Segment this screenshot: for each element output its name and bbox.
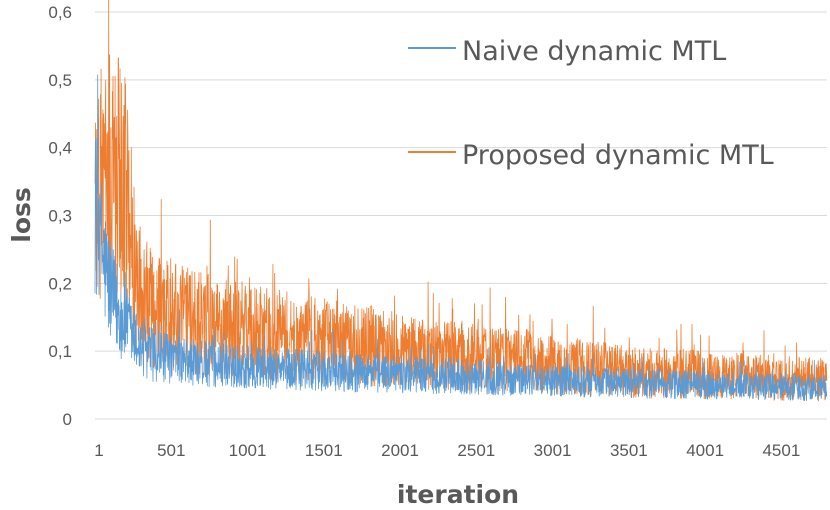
y-tick-label: 0,1 (48, 342, 72, 361)
series-line-0 (94, 74, 828, 401)
x-tick-label: 2001 (381, 441, 419, 460)
x-axis-title: iteration (397, 480, 519, 509)
x-tick-label: 3001 (534, 441, 572, 460)
legend: Naive dynamic MTL Proposed dynamic MTL (408, 36, 774, 171)
y-tick-labels: 0 0,1 0,2 0,3 0,4 0,5 0,6 (48, 3, 72, 429)
y-axis-title: loss (7, 187, 36, 243)
x-tick-label: 501 (157, 441, 185, 460)
y-tick-label: 0,6 (48, 3, 72, 22)
y-tick-label: 0,5 (48, 71, 72, 90)
x-tick-label: 4001 (686, 441, 724, 460)
x-tick-label: 4501 (762, 441, 800, 460)
y-tick-label: 0,2 (48, 274, 72, 293)
x-tick-label: 1501 (305, 441, 343, 460)
x-tick-labels: 1 501 1001 1501 2001 2501 3001 3501 4001 4501 (94, 441, 800, 460)
y-tick-label: 0 (63, 410, 72, 429)
gridlines (95, 11, 827, 420)
x-tick-label: 2501 (457, 441, 495, 460)
x-tick-label: 1001 (229, 441, 267, 460)
legend-label-proposed: Proposed dynamic MTL (462, 140, 774, 171)
x-tick-label: 3501 (610, 441, 648, 460)
y-tick-label: 0,3 (48, 207, 72, 226)
y-tick-label: 0,4 (48, 139, 72, 158)
series-layer (94, 0, 828, 402)
legend-label-naive: Naive dynamic MTL (462, 36, 726, 67)
x-tick-label: 1 (94, 441, 103, 460)
